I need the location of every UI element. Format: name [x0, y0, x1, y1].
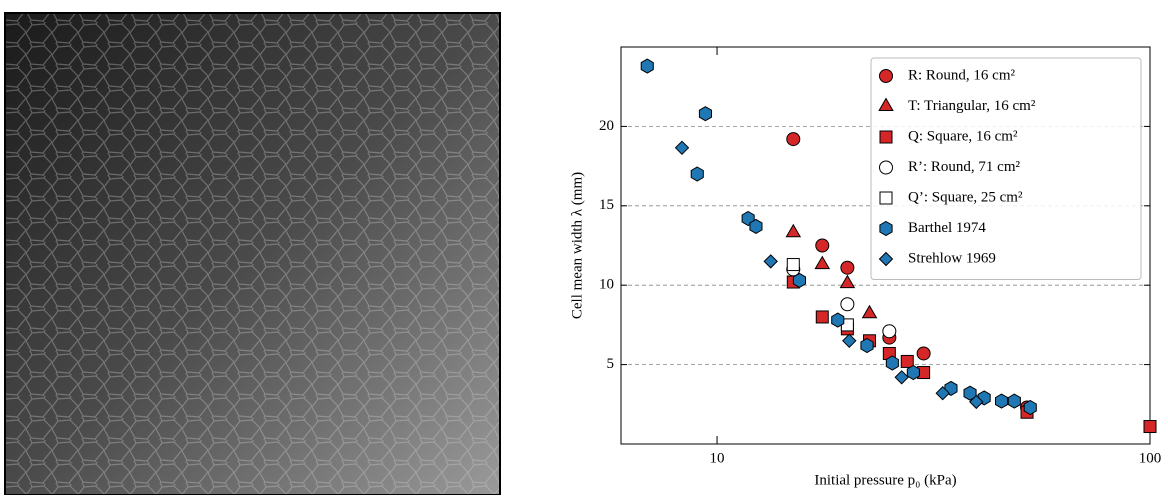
- legend-label: Q: Square, 16 cm²: [908, 128, 1018, 144]
- data-point: [840, 260, 855, 275]
- y-tick-label: 20: [599, 118, 614, 134]
- legend-marker: [878, 97, 894, 111]
- legend-marker: [879, 69, 893, 83]
- soot-foil-photo: [4, 12, 501, 496]
- x-tick-label: 10: [710, 450, 725, 466]
- legend-marker: [879, 130, 893, 144]
- data-point: [1007, 393, 1021, 409]
- y-tick-label: 10: [599, 277, 614, 293]
- data-point: [842, 333, 857, 349]
- data-point: [815, 310, 829, 324]
- legend-marker: [878, 251, 894, 267]
- data-point: [860, 337, 874, 354]
- y-tick-label: 5: [607, 356, 615, 372]
- data-point: [1143, 420, 1157, 434]
- data-point: [885, 355, 899, 371]
- data-point: [749, 218, 763, 234]
- legend-marker: [879, 220, 893, 237]
- data-point: [698, 106, 712, 122]
- data-point: [814, 255, 831, 270]
- data-point: [963, 385, 977, 401]
- legend-label: R’: Round, 71 cm²: [908, 159, 1020, 175]
- y-tick-label: 15: [599, 197, 614, 213]
- data-point: [906, 364, 920, 381]
- legend: R: Round, 16 cm² T: Triangular, 16 cm² Q: …: [870, 57, 1142, 280]
- data-point: [840, 297, 855, 312]
- legend-label: T: Triangular, 16 cm²: [908, 98, 1036, 114]
- data-point: [995, 393, 1009, 409]
- legend-label: R: Round, 16 cm²: [908, 67, 1016, 83]
- data-point: [785, 223, 802, 238]
- data-point: [831, 312, 845, 328]
- data-point: [674, 140, 690, 156]
- data-point: [763, 254, 778, 269]
- data-point: [900, 354, 914, 368]
- data-point: [640, 58, 654, 74]
- data-point: [815, 238, 830, 253]
- x-tick-label: 100: [1139, 450, 1162, 466]
- data-point: [894, 370, 909, 385]
- data-point: [1023, 399, 1037, 416]
- plot-frame: [620, 46, 1151, 445]
- data-point: [786, 258, 800, 272]
- legend-label: Barthel 1974: [908, 220, 986, 236]
- x-axis-label: Initial pressure p₀ (kPa): [814, 472, 956, 488]
- data-point: [969, 394, 984, 410]
- legend-marker: [879, 191, 893, 205]
- data-point: [786, 132, 801, 147]
- legend-box: [870, 57, 1142, 280]
- data-point: [839, 274, 856, 289]
- data-point: [792, 272, 806, 288]
- y-axis-label: Cell mean width λ (mm): [569, 172, 585, 319]
- data-point: [916, 346, 931, 361]
- legend-marker: [879, 160, 893, 175]
- legend-label: Strehlow 1969: [908, 250, 996, 266]
- legend-label: Q’: Square, 25 cm²: [908, 189, 1023, 205]
- data-point: [861, 304, 878, 319]
- data-point: [690, 166, 704, 182]
- plot: 5 10 15 20 10 100 Initial pressure p₀ (kPa) Cel…: [569, 46, 1162, 488]
- data-point: [882, 324, 897, 339]
- data-point: [935, 385, 950, 401]
